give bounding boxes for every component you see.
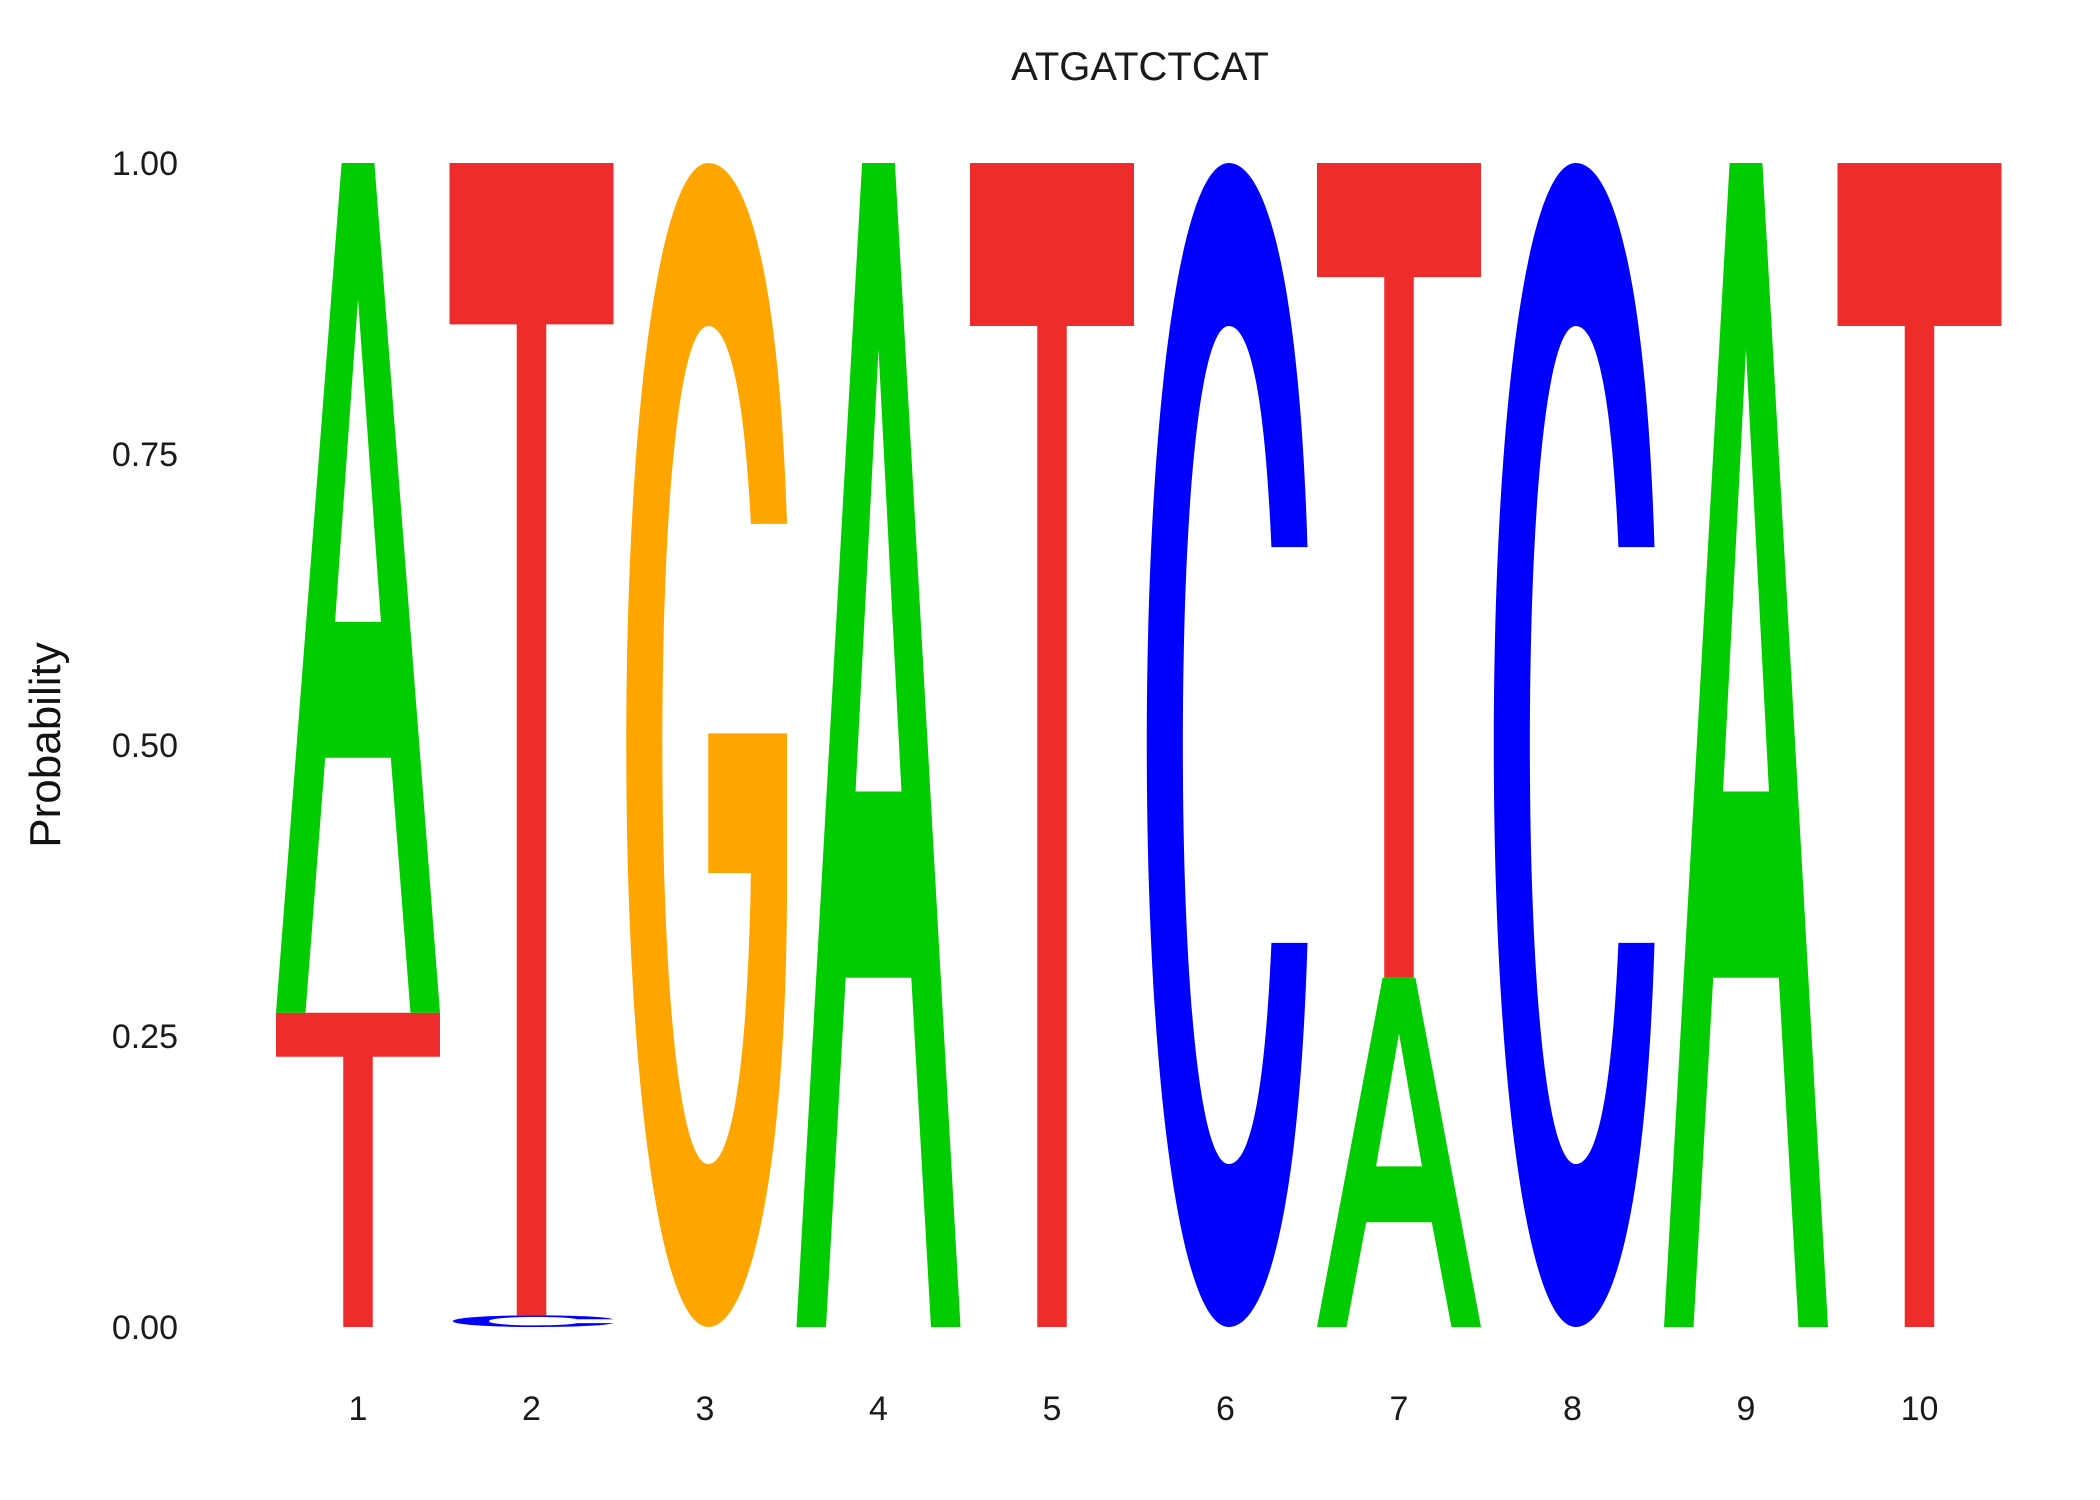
y-tick-label: 0.50 xyxy=(112,727,178,765)
x-tick-label: 10 xyxy=(1901,1390,1939,1428)
y-axis-label: Probability xyxy=(21,642,70,847)
logo-letter-t-pos-5 xyxy=(970,163,1134,1327)
x-tick-label: 8 xyxy=(1563,1390,1582,1428)
x-tick-label: 7 xyxy=(1390,1390,1409,1428)
x-tick-label: 4 xyxy=(869,1390,888,1428)
logo-letter-c-pos-8 xyxy=(1493,163,1655,1327)
x-tick-label: 6 xyxy=(1216,1390,1235,1428)
y-tick-label: 1.00 xyxy=(112,145,178,183)
y-tick-label: 0.25 xyxy=(112,1018,178,1056)
logo-letter-c-pos-2 xyxy=(452,1315,614,1327)
logo-letter-a-pos-1 xyxy=(276,163,440,1013)
chart-title: ATGATCTCAT xyxy=(1011,45,1269,89)
logo-letter-g-pos-3 xyxy=(626,163,787,1327)
x-tick-label: 3 xyxy=(696,1390,715,1428)
x-tick-label: 9 xyxy=(1737,1390,1756,1428)
logo-letter-c-pos-6 xyxy=(1146,163,1308,1327)
y-axis-ticks: 0.00 0.25 0.50 0.75 1.00 xyxy=(112,145,178,1347)
logo-letter-t-pos-10 xyxy=(1837,163,2002,1327)
logo-letter-a-pos-7 xyxy=(1317,977,1481,1327)
logo-letter-a-pos-4 xyxy=(796,163,961,1327)
logo-letter-a-pos-9 xyxy=(1664,163,1828,1327)
y-tick-label: 0.75 xyxy=(112,436,178,474)
logo-letters xyxy=(276,163,2002,1327)
x-axis-ticks: 1 2 3 4 5 6 7 8 9 10 xyxy=(349,1390,1939,1428)
x-tick-label: 2 xyxy=(522,1390,541,1428)
y-tick-label: 0.00 xyxy=(112,1309,178,1347)
logo-letter-t-pos-7 xyxy=(1317,163,1481,978)
x-tick-label: 5 xyxy=(1043,1390,1062,1428)
logo-letter-t-pos-2 xyxy=(449,163,614,1316)
x-tick-label: 1 xyxy=(349,1390,368,1428)
logo-letter-t-pos-1 xyxy=(276,1012,440,1327)
